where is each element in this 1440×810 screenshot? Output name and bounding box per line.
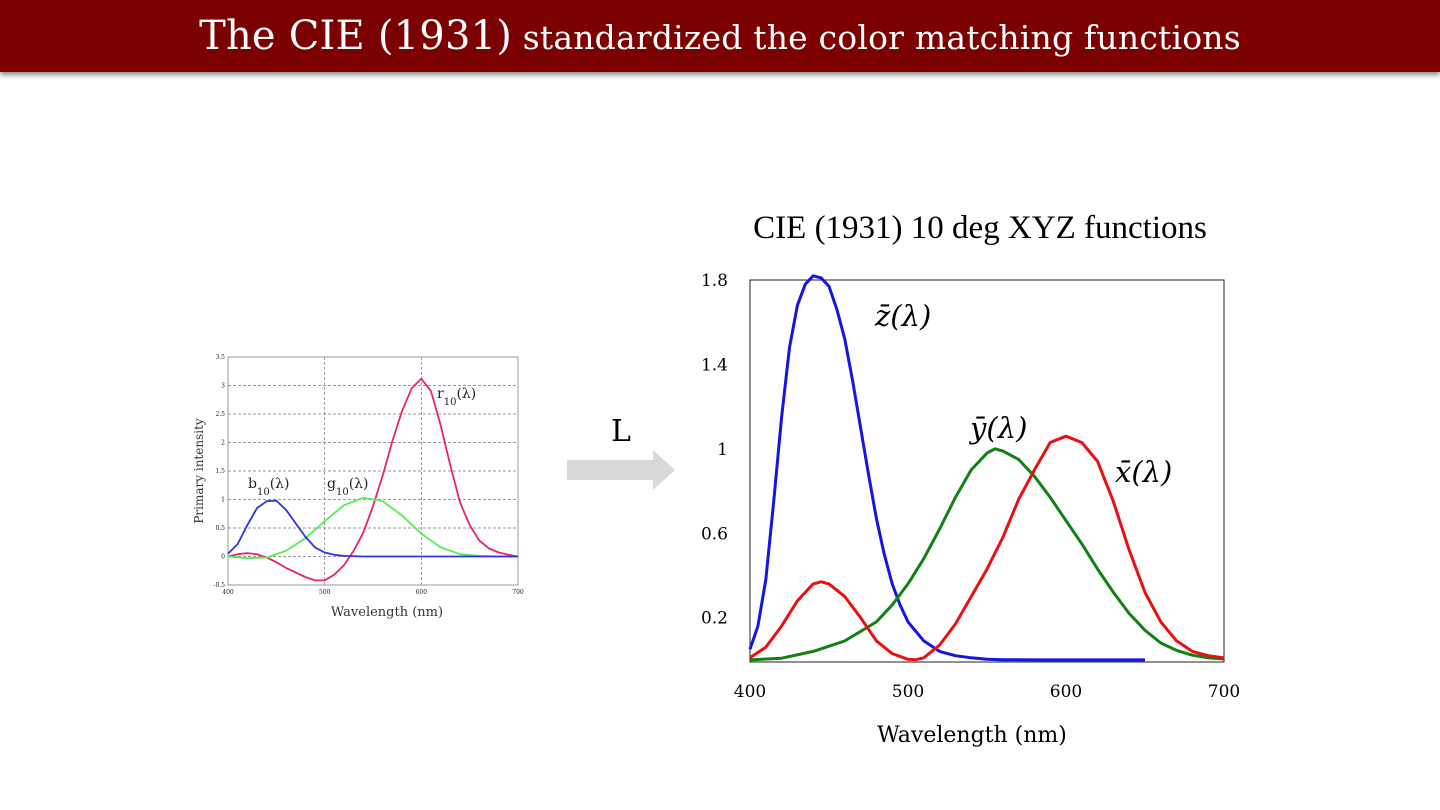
chart2-title: CIE (1931) 10 deg XYZ functions xyxy=(753,210,1207,246)
chart1-series-label: b10(λ) xyxy=(248,476,290,498)
chart1-series-labels: r10(λ) g10(λ) b10(λ) xyxy=(248,386,476,498)
chart2-series-label: ȳ(λ) xyxy=(968,411,1027,445)
chart2-series-line-0 xyxy=(748,274,1145,662)
arrow-label: L xyxy=(611,414,631,449)
slide-title: The CIE (1931) standardized the color ma… xyxy=(199,13,1241,59)
chart1-y-tick: 3.5 xyxy=(215,354,225,361)
chart1-series-line-1 xyxy=(227,496,518,560)
chart2-x-tick: 500 xyxy=(892,682,924,702)
chart2-y-tick: 0.6 xyxy=(701,524,728,544)
title-bar: The CIE (1931) standardized the color ma… xyxy=(0,0,1440,72)
chart2-series-line-2 xyxy=(749,434,1225,662)
chart1-y-tick: 0 xyxy=(221,554,225,561)
chart2-series xyxy=(748,274,1225,662)
chart1-series-label: g10(λ) xyxy=(327,476,369,498)
chart1-x-tick: 500 xyxy=(319,589,331,596)
chart1-frame xyxy=(227,356,519,586)
chart1-series-line-0 xyxy=(227,377,519,582)
chart2-tick-labels: 0.2 0.6 1 1.4 1.8 400 500 600 700 xyxy=(701,271,1240,702)
chart2-x-tick: 600 xyxy=(1050,682,1082,702)
chart2-series-labels: z̄(λ) ȳ(λ) x̄(λ) xyxy=(874,299,1172,489)
rgb-cmf-chart: -0.5 0 0.5 1 1.5 2 2.5 3 3.5 400 500 600 700 Primary… xyxy=(192,354,524,620)
chart1-series-line-2 xyxy=(227,499,518,558)
chart1-x-tick: 600 xyxy=(416,589,428,596)
chart2-series-label: z̄(λ) xyxy=(874,299,931,333)
chart1-y-tick: 3 xyxy=(221,383,225,390)
chart2-y-tick: 1.8 xyxy=(701,271,728,291)
chart2-series-label: x̄(λ) xyxy=(1115,455,1172,489)
chart1-y-tick: 1.5 xyxy=(215,468,225,475)
xyz-cmf-chart: 0.2 0.6 1 1.4 1.8 400 500 600 700 Wavelength (nm… xyxy=(701,271,1240,748)
chart1-ylabel: Primary intensity xyxy=(192,418,206,524)
right-arrow-icon xyxy=(567,450,675,490)
chart2-y-tick: 1.4 xyxy=(701,355,728,375)
chart1-y-tick: -0.5 xyxy=(213,582,225,589)
chart1-x-tick: 400 xyxy=(222,589,234,596)
slide-title-part2: standardized the color matching function… xyxy=(512,18,1241,57)
chart1-y-tick: 2.5 xyxy=(215,411,225,418)
slide-title-part1: The CIE (1931) xyxy=(199,13,513,59)
chart2-y-tick: 1 xyxy=(717,440,728,460)
chart1-y-tick: 1 xyxy=(221,497,225,504)
chart2-x-tick: 700 xyxy=(1208,682,1240,702)
chart1-y-tick: 2 xyxy=(221,440,225,447)
chart2-xlabel: Wavelength (nm) xyxy=(877,723,1067,748)
chart1-tick-labels: -0.5 0 0.5 1 1.5 2 2.5 3 3.5 400 500 600 700 xyxy=(213,354,523,596)
chart1-xlabel: Wavelength (nm) xyxy=(331,605,443,620)
chart2-series-line-1 xyxy=(749,447,1225,662)
chart1-series-label: r10(λ) xyxy=(437,386,476,408)
chart1-series xyxy=(227,377,519,582)
chart2-y-tick: 0.2 xyxy=(701,609,728,629)
chart1-x-tick: 700 xyxy=(512,589,524,596)
chart2-x-tick: 400 xyxy=(734,682,766,702)
chart2-frame xyxy=(749,279,1225,663)
chart1-y-tick: 0.5 xyxy=(215,525,225,532)
